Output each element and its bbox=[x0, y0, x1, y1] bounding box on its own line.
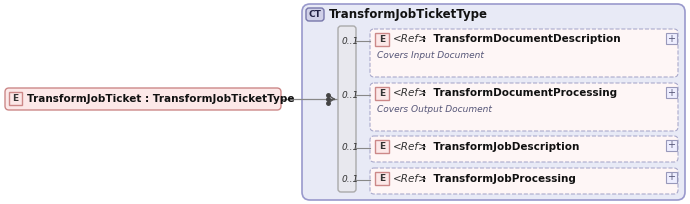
Text: Covers Output Document: Covers Output Document bbox=[377, 105, 492, 114]
Text: 0..1: 0..1 bbox=[342, 175, 359, 184]
Text: :  TransformDocumentProcessing: : TransformDocumentProcessing bbox=[422, 89, 617, 99]
Text: Covers Input Document: Covers Input Document bbox=[377, 51, 484, 61]
Text: :  TransformJobDescription: : TransformJobDescription bbox=[422, 142, 580, 152]
Text: E: E bbox=[379, 89, 385, 98]
Bar bbox=[9, 92, 22, 105]
Bar bbox=[375, 87, 389, 100]
Bar bbox=[666, 87, 677, 98]
Text: +: + bbox=[667, 173, 676, 183]
Text: TransformJobTicketType: TransformJobTicketType bbox=[329, 8, 488, 21]
Bar bbox=[375, 172, 389, 185]
Text: TransformJobTicket : TransformJobTicketType: TransformJobTicket : TransformJobTicketT… bbox=[27, 94, 295, 104]
Text: +: + bbox=[667, 88, 676, 98]
Text: <Ref>: <Ref> bbox=[393, 173, 428, 184]
Bar bbox=[666, 172, 677, 183]
Text: E: E bbox=[379, 174, 385, 183]
Text: <Ref>: <Ref> bbox=[393, 142, 428, 152]
FancyBboxPatch shape bbox=[370, 168, 678, 194]
FancyBboxPatch shape bbox=[370, 136, 678, 162]
Text: +: + bbox=[667, 33, 676, 43]
Text: 0..1: 0..1 bbox=[342, 143, 359, 153]
Text: +: + bbox=[667, 141, 676, 151]
Text: :  TransformJobProcessing: : TransformJobProcessing bbox=[422, 173, 576, 184]
Text: 0..1: 0..1 bbox=[342, 91, 359, 100]
Text: E: E bbox=[12, 94, 19, 103]
FancyBboxPatch shape bbox=[306, 8, 324, 21]
Text: E: E bbox=[379, 142, 385, 151]
Bar bbox=[375, 140, 389, 153]
Bar bbox=[375, 33, 389, 46]
Text: 0..1: 0..1 bbox=[342, 37, 359, 45]
FancyBboxPatch shape bbox=[338, 26, 356, 192]
Text: CT: CT bbox=[308, 10, 322, 19]
Bar bbox=[666, 140, 677, 151]
Text: :  TransformDocumentDescription: : TransformDocumentDescription bbox=[422, 34, 620, 44]
FancyBboxPatch shape bbox=[370, 29, 678, 77]
Text: <Ref>: <Ref> bbox=[393, 89, 428, 99]
Text: E: E bbox=[379, 35, 385, 44]
FancyBboxPatch shape bbox=[370, 83, 678, 131]
FancyBboxPatch shape bbox=[302, 4, 685, 200]
Text: <Ref>: <Ref> bbox=[393, 34, 428, 44]
Bar bbox=[666, 33, 677, 44]
FancyBboxPatch shape bbox=[5, 88, 281, 110]
